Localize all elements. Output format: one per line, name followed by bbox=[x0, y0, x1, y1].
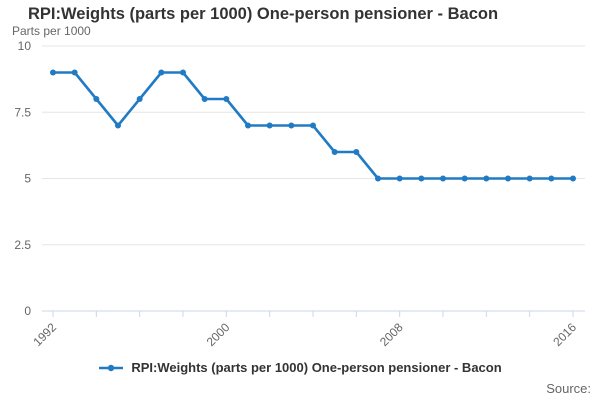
y-tick-label: 7.5 bbox=[14, 105, 31, 119]
data-point[interactable] bbox=[310, 122, 316, 129]
data-point[interactable] bbox=[223, 96, 230, 102]
data-point[interactable] bbox=[180, 69, 186, 76]
plot-area: 0 2.5 5 7.5 10 1992 2000 2008 2016 bbox=[14, 39, 585, 349]
data-point[interactable] bbox=[115, 122, 121, 129]
data-point[interactable] bbox=[375, 175, 381, 182]
data-point[interactable] bbox=[50, 69, 56, 76]
line-with-dot-icon bbox=[99, 364, 124, 371]
data-point[interactable] bbox=[570, 175, 576, 182]
y-tick-label: 0 bbox=[24, 304, 31, 318]
legend-item[interactable]: RPI:Weights (parts per 1000) One-person … bbox=[98, 360, 502, 375]
data-point[interactable] bbox=[93, 96, 100, 102]
data-point[interactable] bbox=[331, 149, 338, 155]
y-tick-label: 5 bbox=[24, 172, 31, 186]
data-point[interactable] bbox=[483, 175, 490, 182]
x-tick-label: 2000 bbox=[204, 320, 233, 349]
x-tick-label: 2016 bbox=[550, 320, 579, 349]
data-point[interactable] bbox=[526, 175, 533, 182]
data-point[interactable] bbox=[136, 96, 143, 102]
legend-marker-dot bbox=[108, 364, 115, 371]
legend-label: RPI:Weights (parts per 1000) One-person … bbox=[131, 360, 502, 375]
data-point[interactable] bbox=[353, 149, 360, 155]
x-tick-label: 2008 bbox=[377, 320, 406, 349]
data-point[interactable] bbox=[461, 175, 468, 182]
data-point[interactable] bbox=[418, 175, 425, 182]
y-tick-label: 10 bbox=[18, 39, 32, 53]
data-point[interactable] bbox=[396, 175, 403, 182]
data-point[interactable] bbox=[201, 96, 208, 102]
data-point[interactable] bbox=[440, 175, 446, 182]
data-point[interactable] bbox=[266, 122, 273, 129]
y-axis-title: Parts per 1000 bbox=[12, 24, 91, 38]
chart-title: RPI:Weights (parts per 1000) One-person … bbox=[28, 5, 499, 23]
source-note: Source: bbox=[546, 381, 591, 396]
data-point[interactable] bbox=[71, 69, 78, 76]
data-point[interactable] bbox=[288, 122, 295, 129]
data-point[interactable] bbox=[548, 175, 555, 182]
y-tick-label: 2.5 bbox=[14, 238, 31, 252]
data-point[interactable] bbox=[505, 175, 511, 182]
x-tick-label: 1992 bbox=[30, 320, 59, 349]
data-point[interactable] bbox=[158, 69, 165, 76]
data-point[interactable] bbox=[245, 122, 251, 129]
legend: RPI:Weights (parts per 1000) One-person … bbox=[0, 360, 600, 375]
